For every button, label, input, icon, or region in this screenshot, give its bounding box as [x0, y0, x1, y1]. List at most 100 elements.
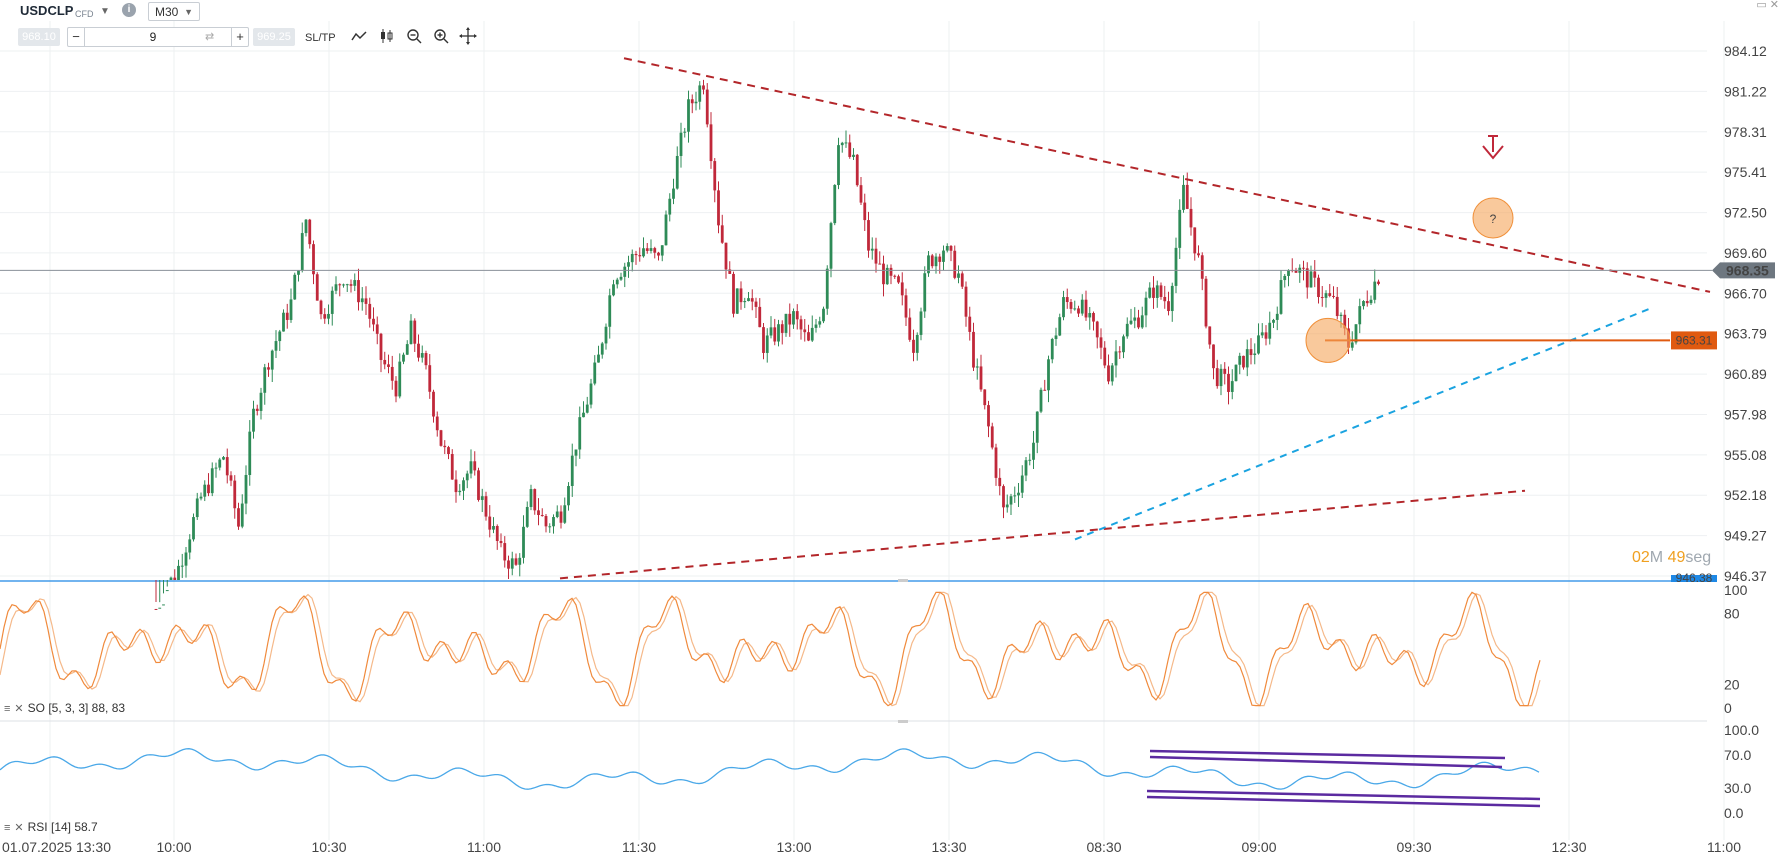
candle-bull [398, 361, 402, 397]
price-axis-label: 963.79 [1724, 326, 1767, 342]
candle-bear [900, 282, 904, 296]
candle-bull [293, 274, 297, 300]
candle-bull [915, 334, 919, 353]
rsi-channel-line [1146, 795, 1541, 808]
candle-bear [807, 332, 810, 341]
quantity-stepper[interactable]: − 9 ⇄ + [67, 27, 249, 47]
quantity-increase-button[interactable]: + [231, 28, 248, 46]
price-axis-label: 957.98 [1724, 407, 1767, 423]
candle-bear [1242, 355, 1245, 368]
line-chart-icon[interactable] [350, 27, 368, 45]
buy-price-button[interactable]: 969.25 [253, 28, 295, 46]
candle-bull [289, 299, 293, 320]
candle-bear [653, 248, 657, 253]
close-icon[interactable]: ✕ [14, 822, 24, 834]
candle-bull [1080, 299, 1084, 314]
candle-bull [694, 101, 698, 104]
candle-bear [447, 447, 450, 455]
countdown-seconds-unit: seg [1685, 549, 1712, 566]
candle-bear [1092, 312, 1095, 322]
time-axis-label: 12:30 [1551, 839, 1586, 855]
candle-bear [488, 516, 492, 530]
candle-bear [428, 365, 432, 392]
quantity-decrease-button[interactable]: − [68, 28, 85, 46]
timeframe-select[interactable]: M30 ▼ [148, 2, 200, 21]
timeframe-value: M30 [155, 5, 179, 19]
candle-bull [177, 565, 180, 580]
candle-bear [1328, 293, 1332, 296]
crosshair-icon[interactable] [459, 27, 477, 45]
close-icon[interactable]: ✕ [14, 703, 24, 715]
candle-bull [822, 308, 825, 322]
countdown-minutes: 02 [1632, 549, 1650, 566]
candle-bull [210, 468, 214, 494]
candle-bear [897, 276, 900, 283]
stochastic-label-text: SO [5, 3, 3] 88, 83 [27, 701, 126, 715]
candle-bull [1054, 335, 1058, 340]
candle-bear [987, 405, 990, 427]
candle-bull [975, 366, 979, 368]
candle-bear [889, 267, 893, 276]
candlestick-icon[interactable] [378, 27, 396, 45]
rsi-label[interactable]: ≡ ✕ RSI [14] 58.7 [4, 820, 98, 834]
candle-bull [942, 250, 945, 262]
sltp-button[interactable]: SL/TP [305, 32, 336, 44]
candle-bull [660, 245, 664, 256]
candle-bear [379, 333, 383, 360]
candle-bull [1287, 270, 1290, 276]
candle-bull [180, 565, 184, 567]
level-price-tag [1671, 331, 1717, 350]
candle-bull [1362, 301, 1365, 307]
time-axis-label: 10:30 [311, 839, 346, 855]
candle-bull [1005, 504, 1009, 508]
zoom-in-icon[interactable] [432, 27, 450, 45]
menu-icon[interactable]: ≡ [4, 703, 11, 715]
candle-bull [345, 284, 349, 286]
candle-bear [780, 324, 784, 333]
time-axis-label: 11:30 [622, 839, 656, 855]
sell-price-button[interactable]: 968.10 [18, 28, 60, 46]
candle-bull [248, 431, 252, 475]
candle-bear [634, 253, 638, 256]
candle-bull [458, 490, 462, 493]
candle-bull [627, 262, 630, 267]
candle-bear [537, 510, 540, 516]
window-controls-icon[interactable]: ▭ ✕ [1756, 0, 1779, 11]
candle-bull [1260, 332, 1264, 336]
zoom-out-icon[interactable] [405, 27, 423, 45]
swap-icon[interactable]: ⇄ [205, 31, 215, 43]
info-icon[interactable]: i [122, 3, 136, 17]
candle-bull [563, 505, 567, 523]
candle-bull [1170, 285, 1174, 312]
candle-bull [244, 474, 248, 504]
candle-bear [484, 496, 488, 517]
rsi-line [0, 748, 1540, 790]
quantity-value[interactable]: 9 [149, 30, 157, 44]
time-axis-label: 10:00 [156, 839, 191, 855]
candle-bear [349, 284, 353, 286]
candle-bear [953, 250, 957, 278]
symbol-name[interactable]: USDCLP [20, 3, 74, 18]
bottom-price-tag [1671, 575, 1717, 582]
candle-bear [788, 313, 792, 325]
symbol-dropdown-icon[interactable]: ▼ [100, 6, 110, 17]
candle-bull [300, 233, 304, 271]
candle-bear [1264, 332, 1268, 339]
candle-bear [739, 288, 743, 303]
candle-bull [649, 248, 653, 251]
candle-bear [859, 185, 863, 203]
candle-bull [870, 248, 874, 251]
candle-bull [360, 298, 364, 303]
menu-icon[interactable]: ≡ [4, 822, 11, 834]
candle-bear [308, 219, 312, 245]
candle-bull [1028, 459, 1032, 461]
candle-bull [1035, 411, 1039, 443]
stochastic-label[interactable]: ≡ ✕ SO [5, 3, 3] 88, 83 [4, 701, 125, 715]
candle-bull [668, 198, 672, 215]
candle-bull [1369, 299, 1373, 304]
candle-bull [165, 590, 169, 592]
candle-bear [882, 263, 885, 285]
price-axis-label: 966.70 [1724, 285, 1767, 301]
candle-bear [1377, 281, 1380, 284]
